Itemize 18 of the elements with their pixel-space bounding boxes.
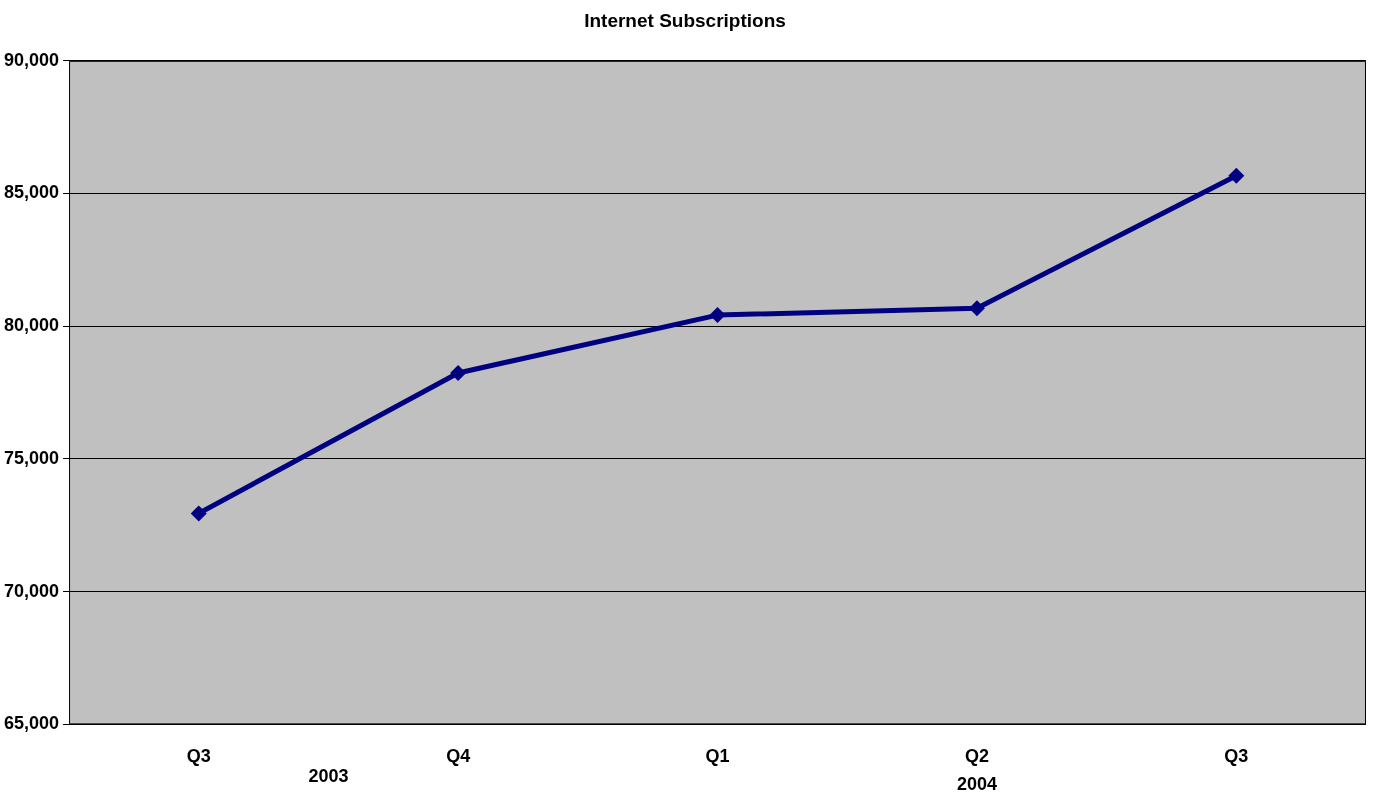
text: 2004 [956, 774, 997, 795]
y-tick-label: 65,000 [3, 713, 60, 734]
x-tick-label: Q2 [964, 746, 989, 767]
x-tick-label: Q4 [446, 746, 471, 767]
y-tick-label: 85,000 [3, 182, 60, 203]
point [1228, 167, 1245, 184]
point [709, 307, 726, 324]
chart-title: Internet Subscriptions [584, 9, 786, 31]
x-tick-label: Q3 [186, 746, 211, 767]
x-tick-label: Q3 [1224, 746, 1249, 767]
point [450, 364, 467, 381]
text: 2003 [308, 766, 349, 787]
x-tick-label: Q1 [705, 746, 730, 767]
point [190, 505, 207, 522]
y-tick-label: 90,000 [3, 49, 60, 70]
y-tick-label: 75,000 [3, 447, 60, 468]
y-tick-label: 70,000 [3, 580, 60, 601]
y-tick-label: 80,000 [3, 315, 60, 336]
